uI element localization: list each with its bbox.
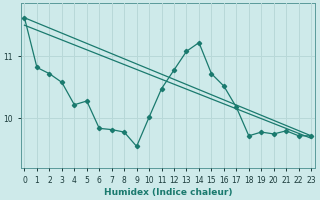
X-axis label: Humidex (Indice chaleur): Humidex (Indice chaleur) [104, 188, 232, 197]
